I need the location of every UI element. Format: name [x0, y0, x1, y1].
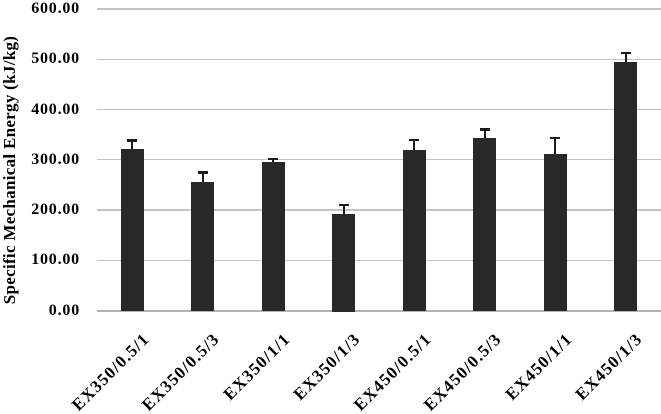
y-tick-label: 500.00: [31, 50, 80, 68]
error-bar: [624, 54, 627, 62]
error-bar-cap: [197, 171, 208, 174]
y-tick-label: 100.00: [31, 251, 80, 269]
error-bar-cap: [479, 128, 490, 131]
y-tick-label: 200.00: [31, 201, 80, 218]
error-bar: [413, 141, 416, 151]
x-tick-label: EX350/1/1: [219, 329, 294, 404]
error-bar: [483, 130, 486, 138]
error-bar: [272, 160, 275, 163]
y-tick-label: 0.00: [48, 301, 80, 319]
x-tick-label: EX450/1/3: [571, 329, 647, 404]
error-bar-cap: [409, 138, 420, 142]
error-bar: [131, 141, 134, 149]
error-bar-cap: [127, 139, 138, 142]
bar-EX350/1/3: [332, 213, 356, 312]
error-bar-cap: [620, 51, 631, 55]
bar-EX450/0.5/3: [473, 137, 497, 312]
error-bar-cap: [338, 203, 349, 206]
x-tick-label: EX450/1/1: [501, 329, 576, 404]
x-tick-label: EX350/1/3: [289, 329, 365, 404]
error-bar: [342, 206, 345, 214]
gridline: [97, 58, 661, 60]
bar-EX350/0.5/1: [120, 148, 144, 312]
bar-EX350/1/1: [261, 162, 285, 312]
gridline: [97, 209, 661, 211]
error-bar-cap: [268, 157, 279, 161]
error-bar: [201, 173, 204, 182]
bar-EX450/1/1: [543, 154, 567, 312]
error-bar-cap: [550, 136, 561, 140]
bar-EX350/0.5/3: [191, 181, 215, 312]
gridline: [97, 259, 661, 261]
bar-EX450/0.5/1: [402, 150, 426, 312]
gridline: [97, 159, 661, 161]
gridline: [97, 8, 661, 10]
bar-EX450/1/3: [614, 61, 638, 312]
gridline: [97, 108, 661, 111]
error-bar: [554, 139, 557, 155]
x-axis-line: [97, 309, 661, 312]
y-tick-label: 300.00: [31, 150, 80, 168]
y-tick-label: 600.00: [31, 0, 80, 17]
y-tick-label: 400.00: [31, 100, 80, 118]
